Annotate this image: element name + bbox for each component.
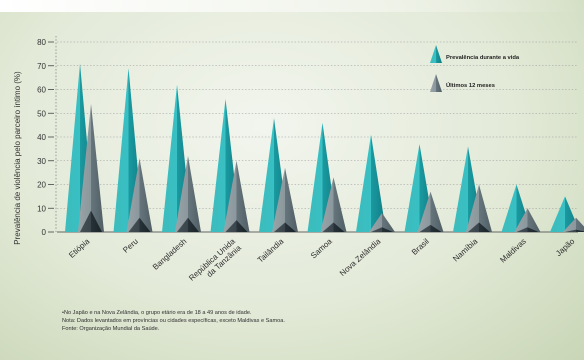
spike-last12: [223, 160, 250, 232]
x-tick-label-line: Japão: [554, 236, 577, 258]
spike-inner: [468, 222, 490, 232]
spike-inner: [565, 229, 584, 232]
x-tick-label-line: Namíbia: [451, 236, 480, 263]
footnote-source: Fonte: Organização Mundial da Saúde.: [62, 326, 160, 333]
y-tick-label: 10: [37, 204, 46, 213]
y-tick-label: 20: [37, 181, 46, 190]
spike-inner: [322, 222, 345, 232]
spike-inner: [274, 222, 296, 232]
footnote-age: •No Japão e na Nova Zelândia, o grupo et…: [62, 310, 252, 316]
x-tick-label: República Unidada Tanzânia: [187, 236, 243, 289]
x-tick-label-line: Maldivas: [498, 237, 527, 265]
chart-marks: [65, 63, 584, 232]
y-tick-label: 0: [42, 228, 47, 237]
spike-inner: [419, 224, 442, 232]
spike-last12: [126, 158, 153, 232]
legend-swatch-lifetime: [430, 45, 442, 63]
y-tick-label: 60: [37, 86, 46, 95]
header-strip: [0, 0, 584, 12]
y-tick-label: 50: [37, 109, 46, 118]
legend-label-last12: Últimos 12 meses: [446, 82, 495, 89]
x-tick-label-line: Peru: [121, 237, 140, 255]
x-tick-label: Maldivas: [498, 237, 527, 265]
x-tick-label: Japão: [554, 236, 577, 258]
x-tick-label-line: Samoa: [309, 236, 334, 260]
x-tick-label: Brasil: [410, 237, 431, 257]
spike-inner: [80, 210, 102, 232]
footnotes: •No Japão e na Nova Zelândia, o grupo et…: [62, 309, 562, 334]
x-tick-label: Peru: [121, 237, 140, 255]
x-tick-label: Etiópia: [67, 236, 92, 259]
x-tick-label-line: Brasil: [410, 237, 431, 257]
x-tick-label-line: Bangladesh: [151, 237, 188, 272]
y-axis-label: Prevalência de violência pelo parceiro í…: [13, 71, 22, 245]
legend-label-lifetime: Prevalência durante a vida: [446, 55, 520, 61]
x-tick-label-line: Etiópia: [67, 236, 92, 259]
spike-inner: [177, 217, 199, 232]
spike-last12: [78, 103, 104, 232]
x-tick-label: Bangladesh: [151, 237, 188, 272]
spike-last12: [175, 156, 201, 232]
x-tick-label-line: Tailândia: [256, 236, 286, 264]
spike-last12: [466, 184, 492, 232]
x-tick-label: Tailândia: [256, 236, 286, 264]
legend: Prevalência durante a vida Últimos 12 me…: [430, 45, 520, 92]
x-tick-label-line: Nova Zelândia: [338, 236, 383, 278]
x-tick-label: Nova Zelândia: [338, 236, 383, 278]
x-tick-label: Samoa: [309, 236, 334, 260]
y-tick-label: 40: [37, 133, 46, 142]
spike-inner: [225, 220, 248, 232]
y-tick-label: 30: [37, 157, 46, 166]
y-tick-label: 70: [37, 62, 46, 71]
footnote-surveys: Nota: Dados levantados em províncias ou …: [62, 318, 285, 325]
spike-inner: [128, 217, 151, 232]
spike-last12: [369, 213, 395, 232]
spike-last12: [563, 217, 584, 232]
spike-last12: [417, 191, 444, 232]
spike-lifetime: [356, 134, 386, 232]
spike-last12: [514, 208, 541, 232]
y-tick-label: 80: [37, 38, 46, 47]
spike-last12: [320, 177, 347, 232]
x-tick-label: Namíbia: [451, 236, 480, 263]
legend-swatch-last12: [430, 74, 442, 92]
y-axis-ticks: 0 10 20 30 40 50 60 70 80: [37, 38, 54, 237]
spike-last12: [272, 167, 298, 232]
spike-inner: [516, 227, 539, 232]
spike-inner: [371, 227, 393, 232]
